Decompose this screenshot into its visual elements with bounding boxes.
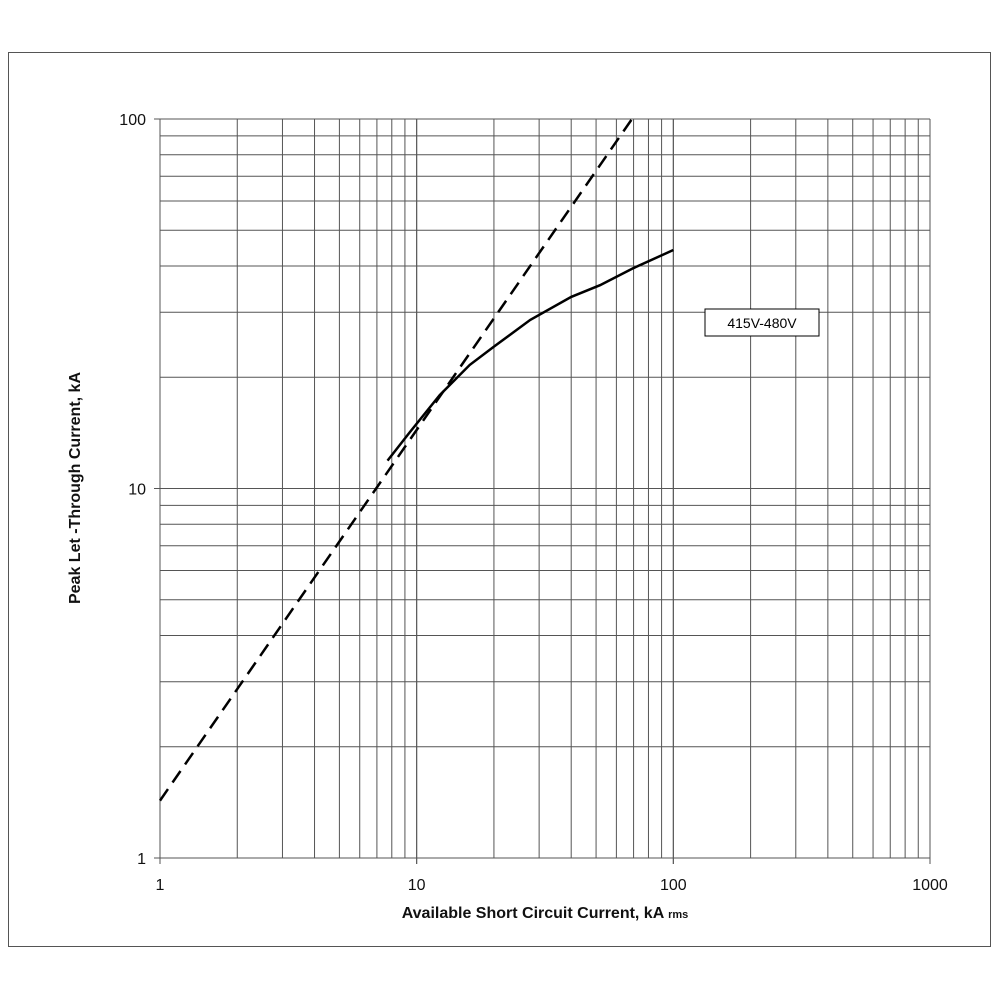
let-through-curve — [386, 248, 674, 462]
annotation-label: 415V-480V — [727, 315, 797, 331]
annotation-box — [704, 308, 820, 337]
chart-frame — [8, 52, 991, 947]
x-tick-label: 100 — [660, 877, 687, 894]
x-tick-label: 10 — [408, 877, 426, 894]
x-tick-label: 1000 — [912, 877, 948, 894]
x-tick-label: 1 — [156, 877, 165, 894]
y-tick-label: 100 — [119, 112, 146, 129]
x-axis-subscript: rms — [668, 909, 688, 921]
x-axis-label: Available Short Circuit Current, kA rms — [402, 905, 689, 922]
y-axis-label: Peak Let -Through Current, kA — [67, 372, 84, 604]
y-tick-label: 10 — [128, 482, 146, 499]
x-axis-title: Available Short Circuit Current, kA — [402, 905, 668, 922]
y-tick-label: 1 — [137, 851, 146, 868]
dashed-limit-line — [158, 118, 633, 802]
